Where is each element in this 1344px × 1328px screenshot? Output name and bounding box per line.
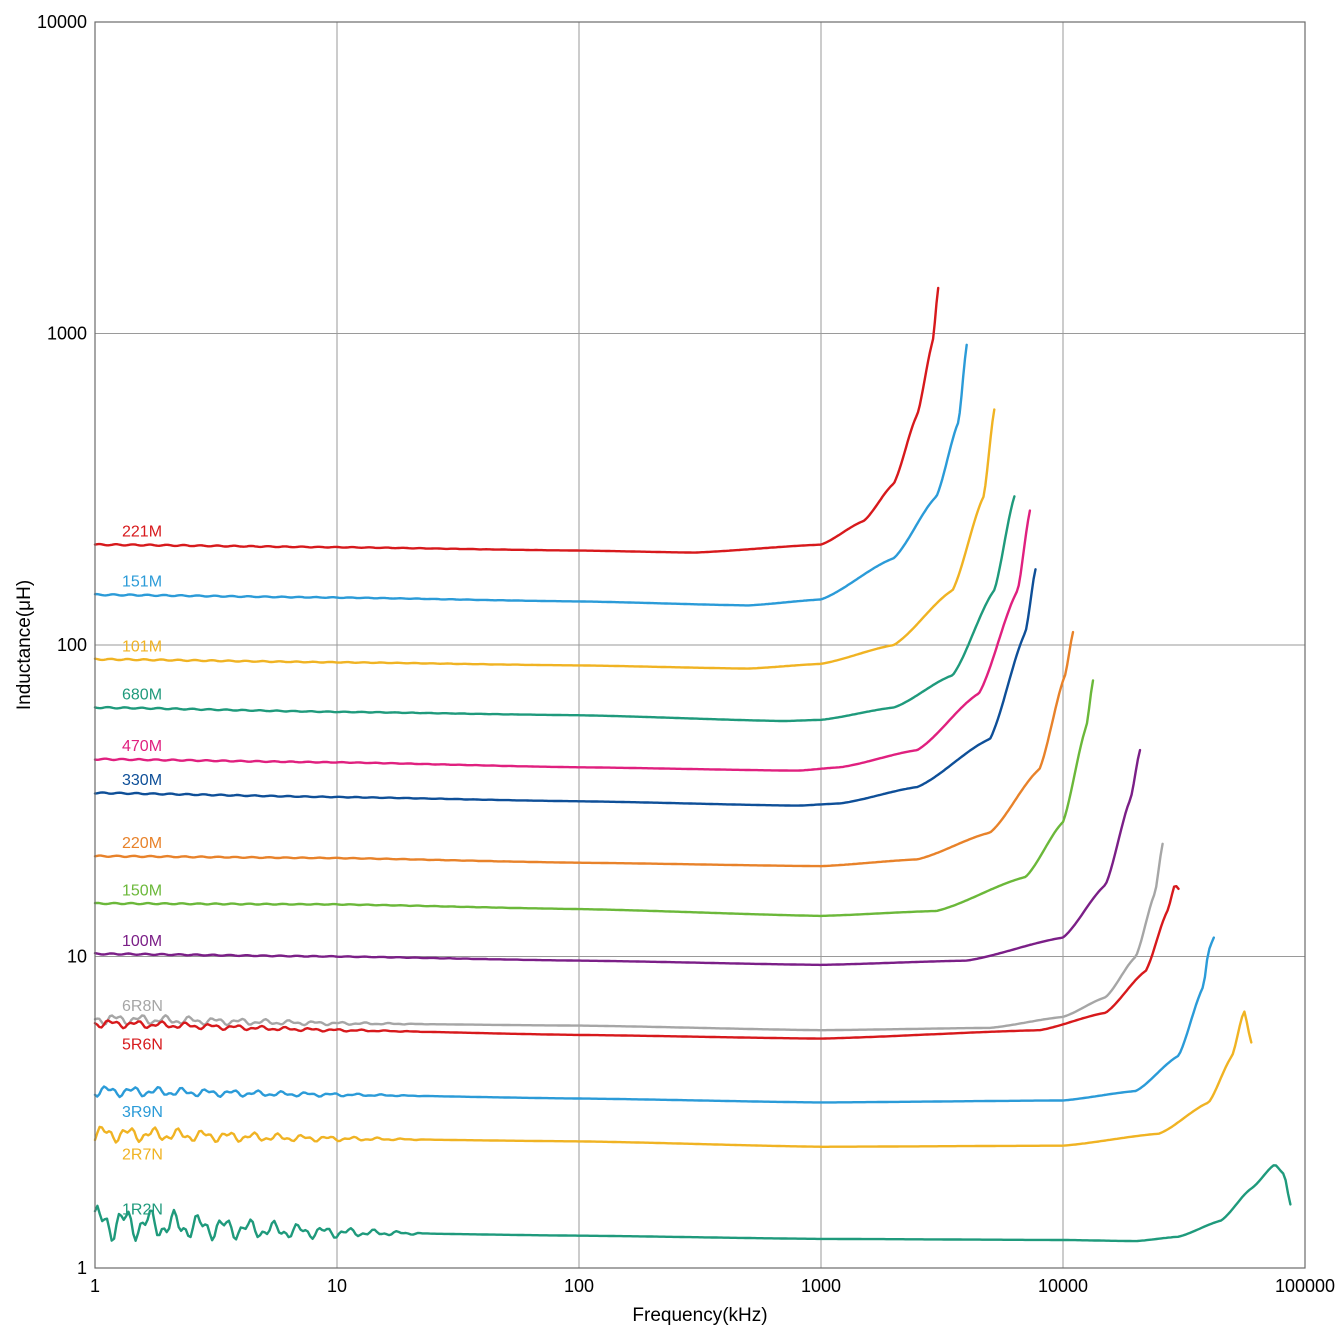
y-tick-label: 10000 <box>37 12 87 32</box>
series-label-680m: 680M <box>122 687 162 704</box>
series-label-330m: 330M <box>122 772 162 789</box>
series-line-100m <box>93 748 1142 967</box>
series-line-470m <box>93 509 1032 772</box>
series-label-150m: 150M <box>122 882 162 899</box>
x-tick-labels: 1 10 100 1000 10000 100000 <box>90 1276 1335 1296</box>
y-tick-label: 100 <box>57 635 87 655</box>
series-label-5r6n: 5R6N <box>122 1036 163 1053</box>
x-tick-label: 1 <box>90 1276 100 1296</box>
series-line-220m <box>93 630 1075 868</box>
x-tick-label: 10 <box>327 1276 347 1296</box>
y-tick-label: 10 <box>67 947 87 967</box>
y-tick-label: 1000 <box>47 324 87 344</box>
series-label-221m: 221M <box>122 524 162 541</box>
series-label-2r7n: 2R7N <box>122 1147 163 1164</box>
series-labels: 221M 151M 101M 680M 470M 330M 220M 150M 100M 6R8N… <box>122 524 163 1219</box>
series-line-1r2n <box>93 1164 1292 1243</box>
series-line-680m <box>93 495 1016 723</box>
y-tick-label: 1 <box>77 1258 87 1278</box>
series-line-330m <box>93 568 1037 807</box>
x-axis-title: Frequency(kHz) <box>632 1305 767 1326</box>
series-curves <box>93 286 1292 1243</box>
series-label-101m: 101M <box>122 638 162 655</box>
series-label-151m: 151M <box>122 574 162 591</box>
series-label-470m: 470M <box>122 738 162 755</box>
series-line-2r7n <box>93 1010 1253 1148</box>
series-line-6r8n <box>93 842 1164 1032</box>
series-label-100m: 100M <box>122 933 162 950</box>
y-tick-labels: 1 10 100 1000 10000 <box>37 12 87 1278</box>
series-line-3r9n <box>93 936 1215 1104</box>
series-line-101m <box>93 408 996 670</box>
series-label-1r2n: 1R2N <box>122 1201 163 1218</box>
series-label-3r9n: 3R9N <box>122 1104 163 1121</box>
series-label-220m: 220M <box>122 835 162 852</box>
x-tick-label: 1000 <box>801 1276 841 1296</box>
series-label-6r8n: 6R8N <box>122 998 163 1015</box>
series-line-221m <box>93 286 940 554</box>
x-tick-label: 100 <box>564 1276 594 1296</box>
x-tick-label: 100000 <box>1275 1276 1335 1296</box>
series-line-150m <box>93 679 1095 918</box>
series-line-151m <box>93 343 968 607</box>
series-line-5r6n <box>93 885 1180 1040</box>
x-tick-label: 10000 <box>1038 1276 1088 1296</box>
y-axis-title: Inductance(μH) <box>14 580 35 710</box>
plot-frame <box>94 21 1306 1269</box>
